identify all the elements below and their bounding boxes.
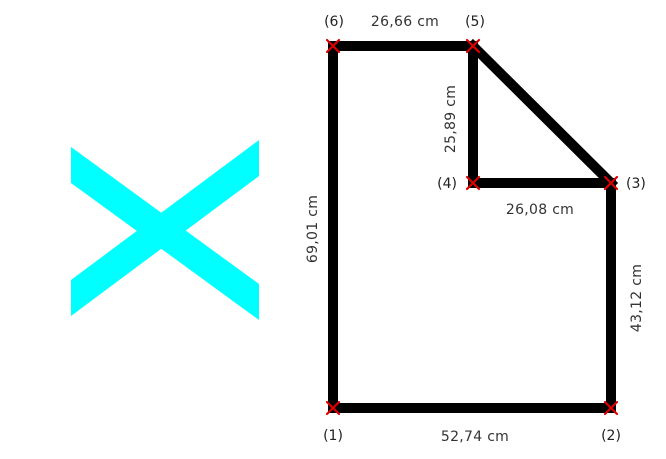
measure-inner-vertical: 25,89 cm [443, 85, 459, 153]
vertex-marker-5[interactable] [465, 38, 481, 54]
shape-edges [328, 38, 619, 413]
point-label-5: (5) [465, 14, 485, 30]
point-label-1: (1) [323, 428, 343, 444]
vertex-marker-1[interactable] [325, 400, 341, 416]
vertex-marker-3[interactable] [603, 175, 619, 191]
edge-5-3-diagonal [465, 38, 619, 191]
point-label-4: (4) [437, 176, 457, 192]
measure-left: 69,01 cm [305, 195, 321, 263]
measure-inner-horizontal: 26,08 cm [506, 202, 574, 218]
measure-top: 26,66 cm [371, 14, 439, 30]
cyan-cross-icon [71, 140, 259, 320]
vertex-marker-4[interactable] [465, 175, 481, 191]
cross-stroke-b [71, 140, 259, 316]
vertex-marker-6[interactable] [325, 38, 341, 54]
point-label-6: (6) [324, 14, 344, 30]
measure-right: 43,12 cm [629, 264, 645, 332]
vertex-marker-2[interactable] [603, 400, 619, 416]
measure-bottom: 52,74 cm [441, 429, 509, 445]
point-label-3: (3) [626, 176, 646, 192]
point-label-2: (2) [601, 428, 621, 444]
